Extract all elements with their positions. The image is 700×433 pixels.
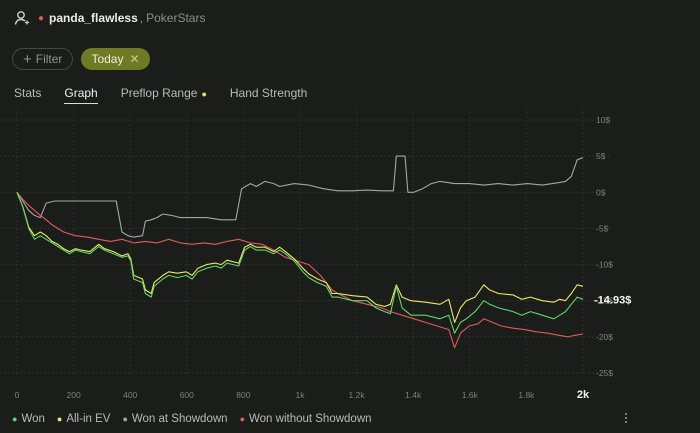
x-tick-label: 1k [296,390,306,400]
more-options-icon[interactable] [622,410,630,426]
legend-label: Won [21,413,45,425]
today-filter-chip[interactable]: Today ✕ [81,48,150,70]
x-tick-label: 400 [123,390,137,400]
legend-dot: ● [12,414,18,424]
tab-hand-strength[interactable]: Hand Strength [230,86,307,104]
player-name: panda_flawless [49,11,138,25]
y-tick-label: -15$ [596,296,613,306]
tab-label: Graph [64,86,98,100]
filter-button[interactable]: + Filter [12,48,74,70]
series-line-won [16,192,584,334]
x-tick-label: 2k [577,389,590,401]
y-tick-label: 5$ [596,151,606,161]
notification-dot: ● [201,89,207,99]
legend: ● Won ● All-in EV ● Won at Showdown ● Wo… [12,413,372,425]
y-tick-label: 0$ [596,187,606,197]
x-tick-label: 0 [15,390,20,400]
legend-item-won[interactable]: ● Won [12,413,45,425]
legend-label: Won at Showdown [131,413,228,425]
close-icon[interactable]: ✕ [129,52,140,66]
current-value-label: -14.93$ [594,294,631,306]
legend-dot: ● [122,414,128,424]
legend-dot: ● [56,414,63,424]
x-tick-label: 1.8k [518,390,535,400]
x-tick-label: 1.2k [349,390,366,400]
tab-label: Hand Strength [229,86,308,100]
y-tick-label: -25$ [596,368,613,378]
chart-area: 10$ 5$ 0$ -5$ -10$ -15$ -20$ -25$ 0 200 400 600 800 1… [0,108,700,408]
status-dot: ● [38,12,45,24]
legend-dot: ● [239,414,245,424]
tab-stats[interactable]: Stats [14,86,41,104]
x-tick-label: 1.4k [405,390,422,400]
x-tick-label: 1.6k [462,390,479,400]
x-tick-label: 600 [180,390,194,400]
series-line-won-at-showdown [16,155,584,238]
series-line-won-without-showdown [16,191,584,349]
tab-preflop-range[interactable]: Preflop Range ● [121,86,207,104]
user-icon[interactable] [14,10,30,26]
profit-graph[interactable]: 10$ 5$ 0$ -5$ -10$ -15$ -20$ -25$ 0 200 400 600 800 1… [0,108,700,408]
x-tick-label: 800 [236,390,250,400]
tab-label: Preflop Range [120,86,198,100]
today-label: Today [91,52,124,66]
filter-bar: + Filter Today ✕ [12,48,150,70]
y-tick-label: -5$ [596,223,609,233]
y-tick-label: -10$ [596,260,613,270]
separator: , [139,11,144,25]
tab-label: Stats [14,86,42,100]
tab-bar: Stats Graph Preflop Range ● Hand Strength [14,86,330,104]
legend-item-all-in-ev[interactable]: ● All-in EV [57,413,111,425]
legend-item-won-at-showdown[interactable]: ● Won at Showdown [122,413,227,425]
x-tick-label: 200 [67,390,81,400]
filter-label: Filter [35,52,63,66]
legend-label: Won without Showdown [249,413,372,425]
plus-icon: + [23,50,32,68]
legend-label: All-in EV [66,413,111,425]
y-tick-label: 10$ [596,115,610,125]
site-name: PokerStars [146,11,206,25]
header: ● panda_flawless, PokerStars [14,8,205,28]
tab-graph[interactable]: Graph [64,86,98,104]
series-line-all-in-ev [16,192,584,323]
y-tick-label: -20$ [596,332,613,342]
legend-item-won-without-showdown[interactable]: ● Won without Showdown [240,413,372,425]
